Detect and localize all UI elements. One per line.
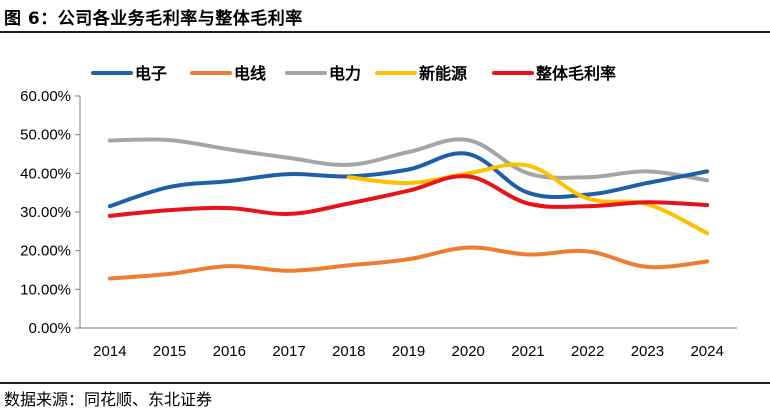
y-tick-label: 50.00%	[20, 127, 71, 144]
legend-label: 电线	[234, 64, 266, 83]
y-tick-label: 20.00%	[20, 243, 71, 260]
y-axis: 0.00% 10.00% 20.00% 30.00% 40.00% 50.00% 60.00…	[20, 88, 81, 337]
series-line-0	[107, 151, 710, 209]
figure-title: 图 6：公司各业务毛利率与整体毛利率	[4, 9, 303, 29]
y-tick-label: 40.00%	[20, 165, 71, 182]
x-tick-label: 2021	[511, 343, 544, 360]
y-tick-label: 60.00%	[20, 88, 71, 105]
x-tick-label: 2020	[452, 343, 485, 360]
source-note: 数据来源：同花顺、东北证券	[4, 390, 213, 409]
x-tick-label: 2024	[690, 343, 723, 360]
series-line-2	[107, 137, 710, 183]
legend-label: 电力	[329, 64, 361, 83]
x-tick-label: 2018	[332, 343, 365, 360]
legend-label: 新能源	[419, 64, 467, 83]
y-tick-label: 10.00%	[20, 281, 71, 298]
series-line-4	[107, 174, 710, 218]
y-tick-label: 30.00%	[20, 204, 71, 221]
x-tick-label: 2016	[213, 343, 246, 360]
top-rule	[0, 31, 770, 33]
bottom-rule	[0, 382, 770, 384]
x-tick-label: 2022	[571, 343, 604, 360]
x-tick-label: 2017	[272, 343, 305, 360]
y-tick-label: 0.00%	[28, 320, 71, 337]
legend-label: 电子	[135, 64, 167, 83]
x-tick-label: 2023	[631, 343, 664, 360]
legend-label: 整体毛利率	[535, 64, 616, 83]
x-tick-label: 2014	[93, 343, 126, 360]
series-line-3	[346, 162, 710, 236]
series-line-1	[107, 245, 710, 281]
x-tick-label: 2015	[153, 343, 186, 360]
x-axis: 2014 2015 2016 2017 2018 2019 2020 2021 2022 2023…	[80, 327, 737, 360]
x-tick-label: 2019	[392, 343, 425, 360]
series-layer	[107, 137, 710, 281]
legend: 电子 电线 电力 新能源 整体毛利率	[91, 64, 616, 83]
